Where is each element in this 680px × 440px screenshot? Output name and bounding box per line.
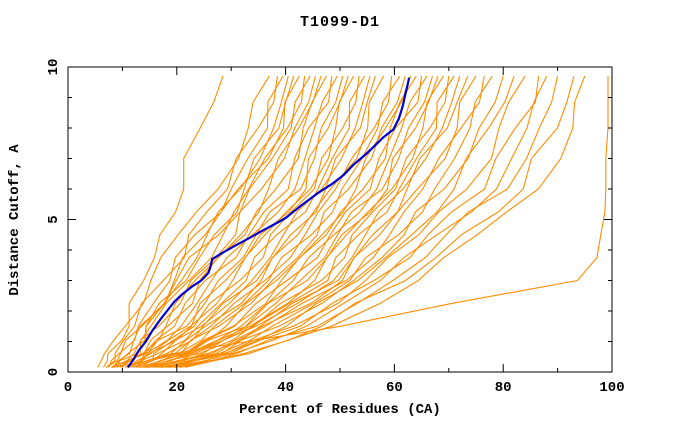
x-axis-label: Percent of Residues (CA) [239, 402, 441, 418]
x-tick-label: 40 [277, 380, 294, 396]
y-tick-label: 5 [46, 215, 62, 223]
x-tick-label: 80 [495, 380, 512, 396]
x-tick-label: 100 [599, 380, 624, 396]
y-tick-label: 0 [46, 368, 62, 376]
chart-title: T1099-D1 [299, 14, 380, 31]
x-tick-label: 0 [64, 380, 72, 396]
y-tick-label: 10 [46, 59, 62, 76]
x-tick-label: 60 [386, 380, 403, 396]
x-tick-label: 20 [168, 380, 185, 396]
